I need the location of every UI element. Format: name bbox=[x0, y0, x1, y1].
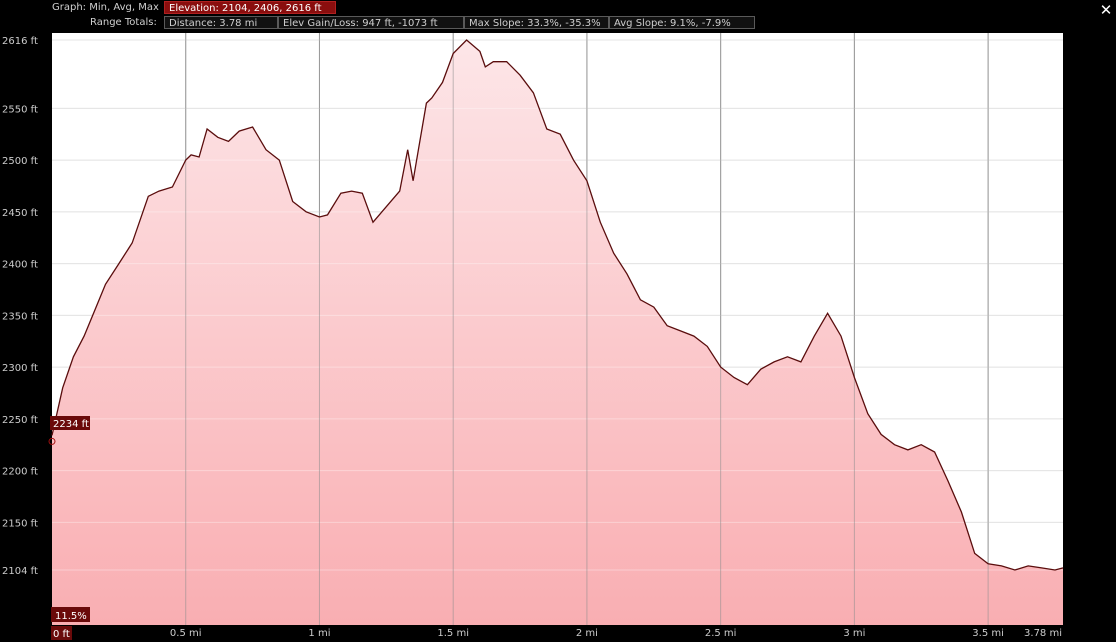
x-tick-label: 3.5 mi bbox=[972, 628, 1004, 639]
x-tick-label: 3 mi bbox=[843, 628, 865, 639]
cursor-slope-badge: 11.5% bbox=[51, 607, 90, 622]
close-icon[interactable]: ✕ bbox=[1099, 1, 1113, 19]
y-tick-label: 2400 ft bbox=[2, 260, 38, 271]
cursor-distance-label: 0 ft bbox=[53, 629, 70, 640]
x-tick-label: 3.78 mi bbox=[1024, 628, 1062, 639]
x-tick-label: 2 mi bbox=[576, 628, 598, 639]
max-slope-box: Max Slope: 33.3%, -35.3% bbox=[464, 16, 609, 29]
y-tick-label: 2300 ft bbox=[2, 363, 38, 374]
avg-slope-box: Avg Slope: 9.1%, -7.9% bbox=[609, 16, 755, 29]
cursor-elevation-badge: 2234 ft bbox=[50, 416, 90, 430]
x-tick-label: 1.5 mi bbox=[437, 628, 469, 639]
grid-overlay bbox=[52, 33, 1063, 625]
cursor-slope-label: 11.5% bbox=[55, 611, 87, 622]
y-tick-label: 2150 ft bbox=[2, 518, 38, 529]
y-tick-label: 2550 ft bbox=[2, 104, 38, 115]
range-totals-label: Range Totals: bbox=[90, 17, 157, 28]
x-tick-label: 2.5 mi bbox=[705, 628, 737, 639]
y-tick-label: 2104 ft bbox=[2, 566, 38, 577]
x-tick-label: 1 mi bbox=[308, 628, 330, 639]
y-tick-label: 2616 ft bbox=[2, 36, 38, 47]
y-tick-label: 2500 ft bbox=[2, 156, 38, 167]
elevation-area bbox=[52, 40, 1063, 625]
cursor-distance-badge: 0 ft bbox=[51, 626, 72, 640]
cursor-elevation-label: 2234 ft bbox=[53, 419, 89, 430]
y-tick-label: 2350 ft bbox=[2, 311, 38, 322]
y-tick-label: 2250 ft bbox=[2, 415, 38, 426]
x-tick-label: 0.5 mi bbox=[170, 628, 202, 639]
elevation-stat-box: Elevation: 2104, 2406, 2616 ft bbox=[164, 1, 336, 14]
graph-label: Graph: Min, Avg, Max bbox=[52, 2, 159, 13]
y-tick-label: 2450 ft bbox=[2, 208, 38, 219]
header-bar: Graph: Min, Avg, Max Elevation: 2104, 24… bbox=[0, 0, 1116, 33]
distance-stat-box: Distance: 3.78 mi bbox=[164, 16, 278, 29]
elev-gain-loss-box: Elev Gain/Loss: 947 ft, -1073 ft bbox=[278, 16, 464, 29]
x-axis-tick-labels: 0.5 mi 1 mi 1.5 mi 2 mi 2.5 mi 3 mi 3.5 mi 3.78… bbox=[170, 628, 1062, 639]
y-tick-label: 2200 ft bbox=[2, 467, 38, 478]
y-axis-tick-labels: 2616 ft 2550 ft 2500 ft 2450 ft 2400 ft 2350 … bbox=[2, 36, 38, 577]
cursor-marker[interactable] bbox=[48, 437, 56, 445]
elevation-line bbox=[51, 39, 1064, 571]
